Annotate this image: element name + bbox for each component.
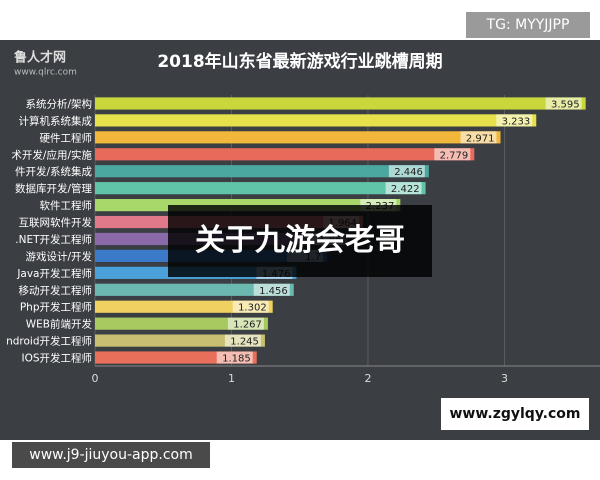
value-label-bg: [224, 334, 261, 347]
bar: [95, 114, 537, 127]
bar: [95, 351, 257, 364]
logo-name: 鲁人才网: [14, 50, 66, 66]
value-label: 1.245: [230, 337, 259, 348]
value-label-bg: [545, 97, 582, 110]
value-label: 2.446: [394, 167, 423, 178]
x-tick-label: 1: [228, 372, 235, 385]
value-label: 2.422: [391, 184, 420, 195]
value-label: 2.971: [466, 133, 495, 144]
value-label-bg: [434, 148, 471, 161]
watermark: TG: MYYJJPP: [466, 12, 590, 38]
value-label: 1.456: [259, 286, 288, 297]
y-tick-label: Java开发工程师: [16, 267, 92, 280]
value-label: 3.595: [551, 99, 580, 110]
value-label-bg: [227, 317, 264, 330]
y-tick-label: 互联网软件开发: [19, 216, 93, 229]
bar: [95, 131, 501, 144]
footer-link[interactable]: www.j9-jiuyou-app.com: [12, 442, 210, 468]
chart-title: 2018年山东省最新游戏行业跳槽周期: [157, 51, 442, 72]
value-label: 1.267: [233, 320, 262, 331]
y-tick-label: 移动开发工程师: [19, 284, 93, 297]
bar: [95, 300, 273, 313]
bar: [95, 165, 429, 178]
bar: [95, 148, 475, 161]
value-label-bg: [216, 351, 253, 364]
bar: [95, 97, 586, 110]
value-label-bg: [232, 300, 269, 313]
bar: [95, 334, 265, 347]
y-tick-label: ndroid开发工程师: [6, 335, 92, 348]
value-label: 1.302: [238, 303, 267, 314]
site-badge: www.zgylqy.com: [441, 398, 589, 430]
y-tick-label: 硬件工程师: [40, 131, 93, 144]
y-tick-label: 件开发/系统集成: [15, 165, 93, 178]
bar: [95, 283, 294, 296]
y-tick-label: IOS开发工程师: [21, 352, 92, 365]
overlay-text: 关于九游会老哥: [168, 205, 432, 277]
value-label-bg: [388, 165, 425, 178]
value-label: 2.779: [440, 150, 469, 161]
y-tick-label: Php开发工程师: [20, 301, 92, 314]
y-tick-label: 系统分析/架构: [25, 97, 92, 110]
x-tick-label: 0: [92, 372, 99, 385]
y-tick-label: 软件工程师: [40, 199, 93, 212]
value-label-bg: [496, 114, 533, 127]
y-tick-label: 术开发/应用/实施: [11, 148, 92, 161]
y-tick-label: 游戏设计/开发: [25, 250, 92, 263]
logo-url: www.qlrc.com: [14, 68, 77, 78]
bar: [95, 317, 268, 330]
x-tick-label: 3: [501, 372, 508, 385]
y-tick-label: 数据库开发/管理: [15, 182, 93, 195]
y-tick-label: 计算机系统集成: [19, 114, 93, 127]
y-tick-label: .NET开发工程师: [15, 233, 92, 246]
y-tick-label: WEB前端开发: [26, 318, 93, 331]
bar: [95, 182, 426, 195]
value-label: 3.233: [502, 116, 531, 127]
value-label-bg: [385, 182, 422, 195]
value-label-bg: [460, 131, 497, 144]
x-tick-label: 2: [364, 372, 371, 385]
value-label: 1.185: [222, 354, 251, 365]
value-label-bg: [253, 283, 290, 296]
